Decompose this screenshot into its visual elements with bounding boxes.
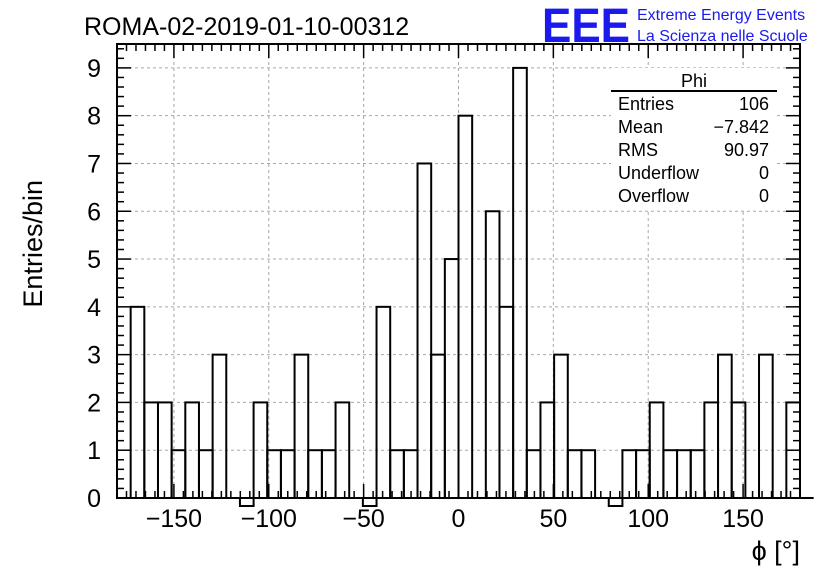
- y-tick-label: 6: [87, 198, 101, 226]
- histogram-bar: [580, 449, 597, 500]
- histogram-bar: [389, 449, 405, 500]
- y-tick-label: 0: [87, 485, 101, 513]
- histogram-bar: [197, 449, 214, 500]
- histogram-bar: [525, 449, 542, 500]
- x-tick-label: −100: [241, 505, 297, 533]
- y-tick-label: 1: [87, 437, 101, 465]
- y-tick-label: 4: [87, 294, 101, 322]
- stats-row-label: Underflow: [618, 163, 700, 183]
- histogram-bar: [279, 449, 296, 500]
- x-tick-label: −150: [146, 505, 202, 533]
- stats-row-label: Mean: [618, 117, 663, 137]
- x-tick-label: −50: [342, 505, 384, 533]
- stats-box: Phi Entries 106 Mean −7.842 RMS 90.97 Underflo…: [611, 68, 777, 210]
- x-tick-label: 150: [722, 505, 764, 533]
- stats-row-value: 90.97: [724, 140, 769, 160]
- histogram-bar: [211, 353, 228, 500]
- y-axis-label: Entries/bin: [18, 180, 48, 308]
- y-tick-labels: 0 1 2 3 4 5 6 7 8 9: [87, 55, 101, 513]
- histogram-bar: [676, 449, 692, 500]
- x-tick-label: 0: [452, 505, 466, 533]
- logo-line-1: Extreme Energy Events: [637, 7, 805, 24]
- x-tick-labels: −150 −100 −50 0 50 100 150: [146, 505, 764, 533]
- stats-row-value: 106: [739, 94, 769, 114]
- histogram-bar: [566, 449, 583, 500]
- histogram-bar: [689, 449, 706, 500]
- stats-row-value: −7.842: [713, 117, 769, 137]
- stats-row-label: RMS: [618, 140, 658, 160]
- histogram-bar: [512, 66, 528, 499]
- logo-line-2: La Scienza nelle Scuole: [637, 28, 808, 45]
- histogram-bar: [443, 258, 460, 500]
- stats-row-label: Entries: [618, 94, 674, 114]
- histogram-bar: [717, 353, 733, 500]
- chart-title: ROMA-02-2019-01-10-00312: [84, 13, 409, 41]
- y-tick-label: 7: [87, 150, 101, 178]
- histogram-bar: [539, 401, 556, 499]
- x-tick-label: 50: [539, 505, 567, 533]
- stats-box-title: Phi: [681, 71, 707, 91]
- y-tick-label: 9: [87, 55, 101, 83]
- y-tick-label: 2: [87, 389, 101, 417]
- histogram-bar: [320, 449, 337, 500]
- stats-box-rows: Entries 106 Mean −7.842 RMS 90.97 Underflow 0 Ov…: [618, 94, 769, 206]
- x-axis-label: ϕ [°]: [752, 536, 800, 566]
- histogram-bar: [758, 353, 774, 500]
- axis-ticks: [117, 44, 800, 499]
- histogram-bar: [307, 449, 323, 500]
- eee-logo-mark: EEE: [542, 0, 630, 53]
- histogram-bar: [402, 449, 419, 500]
- histogram-bar: [293, 353, 310, 500]
- histogram-bar: [416, 162, 433, 499]
- histogram-bar: [621, 449, 638, 500]
- y-tick-label: 5: [87, 246, 101, 274]
- stats-row-value: 0: [759, 163, 769, 183]
- histogram-bar: [662, 449, 679, 500]
- y-tick-label: 8: [87, 103, 101, 131]
- histogram-bar: [430, 353, 446, 500]
- x-tick-label: 100: [627, 505, 669, 533]
- stats-row-label: Overflow: [618, 186, 690, 206]
- stats-row-value: 0: [759, 186, 769, 206]
- histogram-bar: [607, 497, 624, 507]
- y-tick-label: 3: [87, 342, 101, 370]
- histogram-bar: [553, 353, 569, 500]
